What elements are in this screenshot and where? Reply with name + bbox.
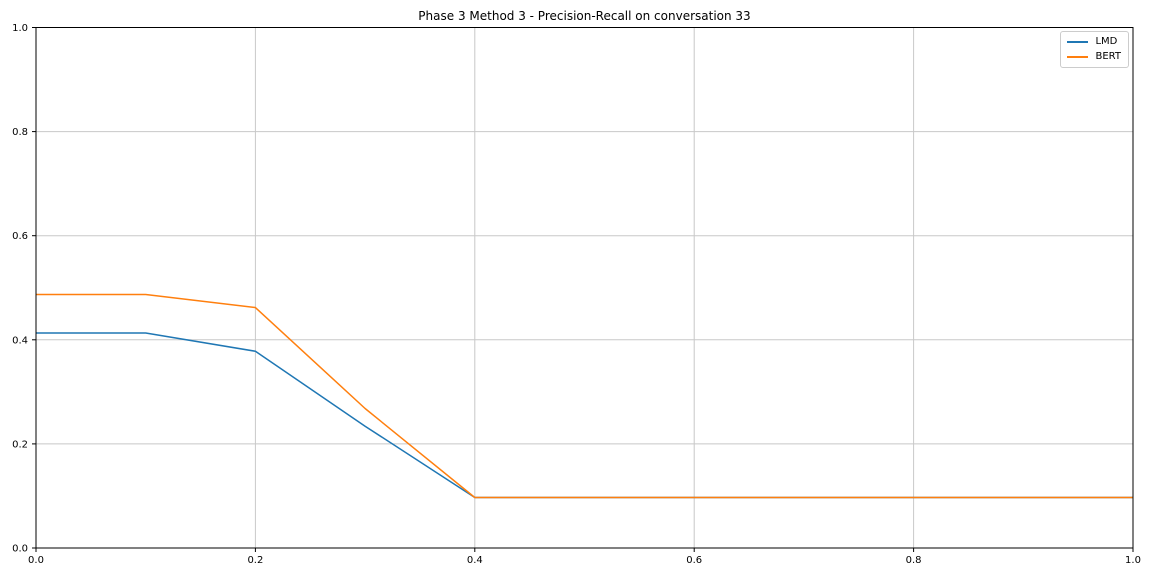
legend: LMD BERT (1060, 31, 1129, 68)
x-tick-label: 0.0 (28, 555, 44, 566)
y-tick-label: 0.2 (12, 439, 28, 450)
lmd-line-swatch (1067, 41, 1089, 43)
chart-title: Phase 3 Method 3 - Precision-Recall on c… (418, 9, 751, 23)
x-tick-label: 0.6 (686, 555, 702, 566)
bert-line-swatch (1067, 56, 1089, 58)
plot-border (35, 27, 1134, 549)
x-tick-label: 0.4 (467, 555, 483, 566)
y-tick-label: 0.4 (12, 335, 28, 346)
y-tick-label: 1.0 (12, 23, 28, 34)
x-tick-label: 0.8 (906, 555, 922, 566)
x-tick-label: 0.2 (247, 555, 263, 566)
legend-entry-bert: BERT (1067, 51, 1121, 63)
bert-series-line (36, 293, 1133, 499)
y-tick-label: 0.0 (12, 544, 28, 555)
y-tick-label: 0.8 (12, 127, 28, 138)
legend-label-lmd: LMD (1095, 36, 1118, 47)
lmd-series-line (36, 332, 1133, 499)
legend-entry-lmd: LMD (1067, 36, 1121, 48)
y-tick-label: 0.6 (12, 231, 28, 242)
x-tick-label: 1.0 (1125, 555, 1141, 566)
legend-label-bert: BERT (1095, 51, 1121, 62)
